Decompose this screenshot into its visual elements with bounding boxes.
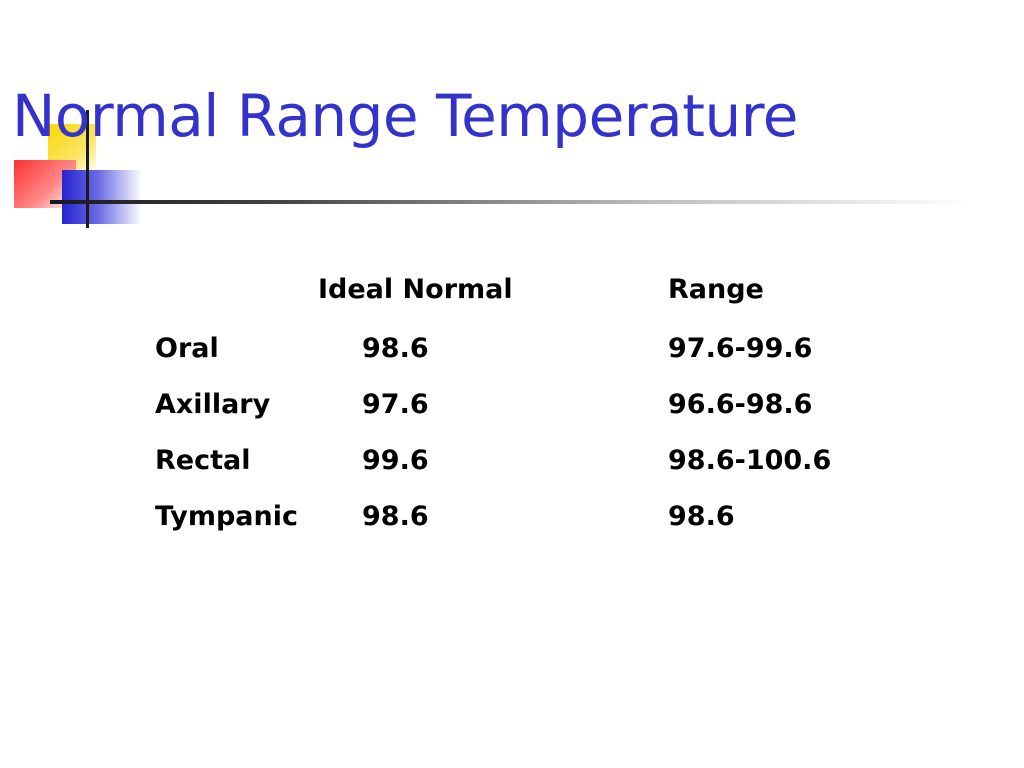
row-ideal-axillary: 97.6: [362, 389, 429, 420]
row-ideal-tympanic: 98.6: [362, 501, 429, 532]
title-underline: [50, 200, 970, 204]
header-range: Range: [668, 274, 764, 305]
row-range-rectal: 98.6-100.6: [668, 445, 832, 476]
header-ideal-normal: Ideal Normal: [318, 274, 513, 305]
decorative-logo: [10, 110, 150, 230]
row-label-oral: Oral: [155, 333, 219, 364]
row-ideal-rectal: 99.6: [362, 445, 429, 476]
row-range-tympanic: 98.6: [668, 501, 735, 532]
row-label-rectal: Rectal: [155, 445, 251, 476]
row-label-axillary: Axillary: [155, 389, 271, 420]
vertical-line-shape: [86, 110, 89, 228]
row-range-oral: 97.6-99.6: [668, 333, 813, 364]
row-range-axillary: 96.6-98.6: [668, 389, 813, 420]
blue-square-shape: [62, 170, 142, 224]
row-label-tympanic: Tympanic: [155, 501, 298, 532]
slide-title: Normal Range Temperature: [12, 82, 798, 150]
row-ideal-oral: 98.6: [362, 333, 429, 364]
